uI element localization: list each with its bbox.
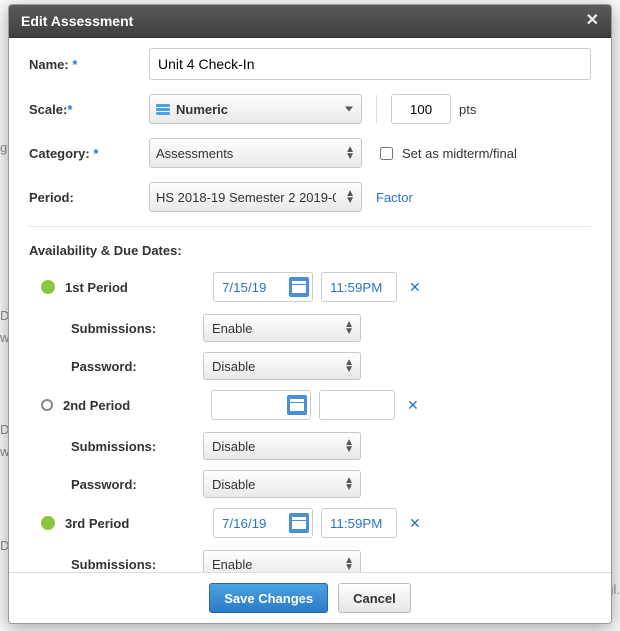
status-dot-green bbox=[41, 516, 55, 530]
modal-footer: Save Changes Cancel bbox=[9, 572, 611, 623]
updown-icon: ▲▼ bbox=[345, 146, 355, 160]
period-1-clear-icon[interactable]: ✕ bbox=[409, 279, 421, 296]
period-2-clear-icon[interactable]: ✕ bbox=[407, 397, 419, 414]
period-value: HS 2018-19 Semester 2 2019-01- bbox=[156, 190, 336, 205]
name-input[interactable] bbox=[149, 48, 591, 80]
scale-select[interactable]: Numeric bbox=[149, 94, 362, 124]
period-select[interactable]: HS 2018-19 Semester 2 2019-01- ▲▼ bbox=[149, 182, 362, 212]
period-2-password-row: Password: Disable ▲▼ bbox=[29, 470, 591, 498]
midterm-checkbox[interactable] bbox=[380, 147, 393, 160]
submissions-label: Submissions: bbox=[71, 439, 203, 454]
period-3-date-input[interactable] bbox=[213, 508, 313, 538]
modal-header: Edit Assessment ✕ bbox=[9, 5, 611, 38]
period-2-date-wrap bbox=[211, 390, 311, 420]
period-3-submissions-select[interactable]: Enable ▲▼ bbox=[203, 550, 361, 572]
separator bbox=[29, 226, 591, 227]
scale-bars-icon bbox=[156, 104, 170, 115]
updown-icon: ▲▼ bbox=[344, 359, 354, 373]
period-1-submissions-row: Submissions: Enable ▲▼ bbox=[29, 314, 591, 342]
midterm-checkbox-wrap[interactable]: Set as midterm/final bbox=[376, 144, 517, 163]
period-1-password-select[interactable]: Disable ▲▼ bbox=[203, 352, 361, 380]
availability-title: Availability & Due Dates: bbox=[29, 243, 591, 258]
period-1-password-row: Password: Disable ▲▼ bbox=[29, 352, 591, 380]
bg-fragment: g bbox=[0, 140, 7, 155]
period-1-row: 1st Period ✕ bbox=[29, 272, 591, 302]
period-3-row: 3rd Period ✕ bbox=[29, 508, 591, 538]
period-2-submissions-select[interactable]: Disable ▲▼ bbox=[203, 432, 361, 460]
updown-icon: ▲▼ bbox=[344, 439, 354, 453]
period-3-time-input[interactable] bbox=[321, 508, 397, 538]
divider bbox=[376, 95, 377, 123]
password-label: Password: bbox=[71, 359, 203, 374]
midterm-label: Set as midterm/final bbox=[402, 146, 517, 161]
points-input[interactable] bbox=[391, 94, 451, 124]
period-2-row: 2nd Period ✕ bbox=[29, 390, 591, 420]
status-dot-empty bbox=[41, 399, 53, 411]
updown-icon: ▲▼ bbox=[344, 321, 354, 335]
period-2-name: 2nd Period bbox=[63, 398, 211, 413]
period-label: Period: bbox=[29, 190, 149, 205]
period-1-date-wrap bbox=[213, 272, 313, 302]
name-label: Name: * bbox=[29, 57, 149, 72]
submissions-label: Submissions: bbox=[71, 557, 203, 572]
save-button[interactable]: Save Changes bbox=[209, 583, 328, 613]
period-1-date-input[interactable] bbox=[213, 272, 313, 302]
scale-value: Numeric bbox=[176, 102, 228, 117]
scale-row: Scale:* Numeric pts bbox=[29, 94, 591, 124]
edit-assessment-modal: Edit Assessment ✕ Name: * Scale:* Numeri… bbox=[8, 4, 612, 624]
category-label: Category: * bbox=[29, 146, 149, 161]
period-3-clear-icon[interactable]: ✕ bbox=[409, 515, 421, 532]
updown-icon: ▲▼ bbox=[344, 557, 354, 571]
period-2-password-select[interactable]: Disable ▲▼ bbox=[203, 470, 361, 498]
category-row: Category: * Assessments ▲▼ Set as midter… bbox=[29, 138, 591, 168]
period-3-name: 3rd Period bbox=[65, 516, 213, 531]
period-1-name: 1st Period bbox=[65, 280, 213, 295]
cancel-button[interactable]: Cancel bbox=[338, 583, 411, 613]
period-1-submissions-select[interactable]: Enable ▲▼ bbox=[203, 314, 361, 342]
period-row-top: Period: HS 2018-19 Semester 2 2019-01- ▲… bbox=[29, 182, 591, 212]
category-value: Assessments bbox=[156, 146, 233, 161]
password-label: Password: bbox=[71, 477, 203, 492]
period-2-time-input[interactable] bbox=[319, 390, 395, 420]
updown-icon: ▲▼ bbox=[344, 477, 354, 491]
name-row: Name: * bbox=[29, 48, 591, 80]
modal-body: Name: * Scale:* Numeric pts Category: * bbox=[9, 38, 611, 572]
close-icon[interactable]: ✕ bbox=[586, 13, 599, 29]
chevron-down-icon bbox=[345, 107, 353, 112]
category-select[interactable]: Assessments ▲▼ bbox=[149, 138, 362, 168]
points-suffix: pts bbox=[459, 102, 476, 117]
factor-link[interactable]: Factor bbox=[376, 190, 413, 205]
modal-title: Edit Assessment bbox=[21, 13, 133, 29]
period-3-submissions-row: Submissions: Enable ▲▼ bbox=[29, 550, 591, 572]
period-3-date-wrap bbox=[213, 508, 313, 538]
updown-icon: ▲▼ bbox=[345, 190, 355, 204]
period-1-time-input[interactable] bbox=[321, 272, 397, 302]
period-2-submissions-row: Submissions: Disable ▲▼ bbox=[29, 432, 591, 460]
submissions-label: Submissions: bbox=[71, 321, 203, 336]
status-dot-green bbox=[41, 280, 55, 294]
scale-label: Scale:* bbox=[29, 102, 149, 117]
period-2-date-input[interactable] bbox=[211, 390, 311, 420]
